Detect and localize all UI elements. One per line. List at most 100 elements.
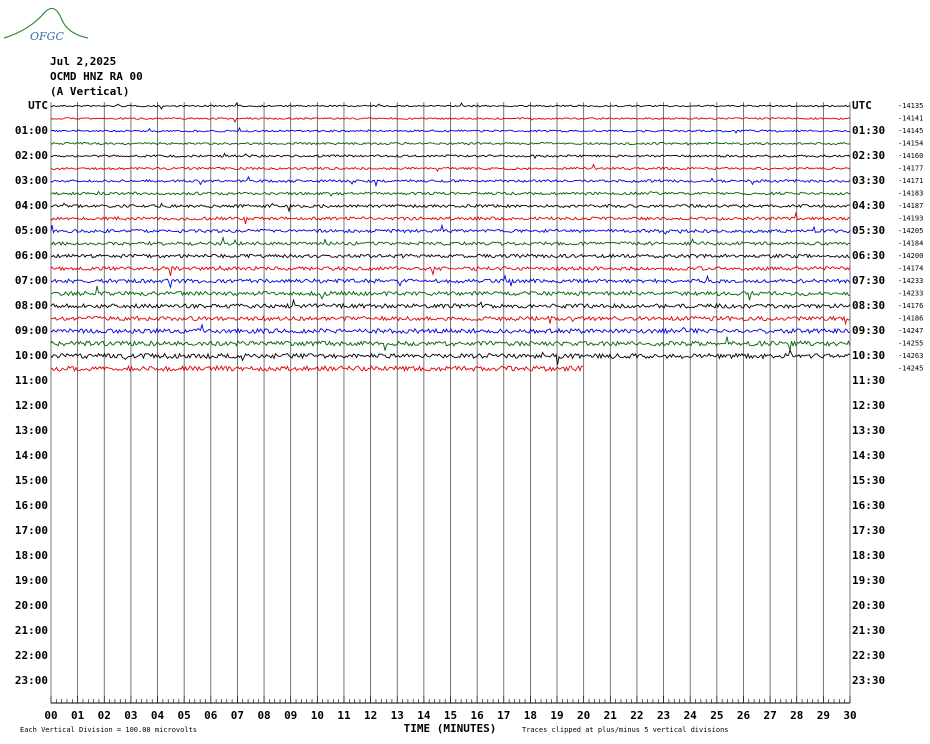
trace: [50, 253, 851, 259]
left-label: 13:00: [15, 424, 48, 437]
right-label: 02:30: [852, 149, 885, 162]
right-label: UTC: [852, 99, 872, 112]
right-label: 19:30: [852, 574, 885, 587]
left-label: 03:00: [15, 174, 48, 187]
left-label: 11:00: [15, 374, 48, 387]
x-tick-label: 11: [337, 709, 351, 722]
trace: [50, 223, 851, 235]
trace: [50, 190, 851, 197]
trace: [50, 175, 851, 188]
logo: OFGC: [30, 30, 64, 43]
x-tick-label: 29: [817, 709, 830, 722]
x-tick-label: 10: [311, 709, 324, 722]
component: (A Vertical): [50, 85, 129, 98]
right-label: 20:30: [852, 599, 885, 612]
left-label: 12:00: [15, 399, 48, 412]
offset-label: -14154: [898, 140, 923, 148]
right-label: 01:30: [852, 124, 885, 137]
x-tick-label: 02: [98, 709, 111, 722]
trace: [50, 336, 851, 351]
right-label: 14:30: [852, 449, 885, 462]
offset-label: -14184: [898, 240, 923, 248]
x-tick-label: 04: [151, 709, 165, 722]
offset-label: -14171: [898, 177, 923, 185]
offset-label: -14160: [898, 152, 923, 160]
trace: [50, 152, 851, 160]
footer-right: Traces clipped at plus/minus 5 vertical …: [522, 726, 729, 734]
right-label: 13:30: [852, 424, 885, 437]
right-label: 06:30: [852, 249, 885, 262]
trace: [50, 285, 851, 301]
x-tick-label: 07: [231, 709, 244, 722]
left-label: 10:00: [15, 349, 48, 362]
left-label: 15:00: [15, 474, 48, 487]
right-label: 23:30: [852, 674, 885, 687]
right-label: 11:30: [852, 374, 885, 387]
x-tick-label: 12: [364, 709, 377, 722]
right-label: 17:30: [852, 524, 885, 537]
right-label: 21:30: [852, 624, 885, 637]
x-tick-label: 00: [44, 709, 57, 722]
trace: [50, 265, 851, 277]
left-label: 22:00: [15, 649, 48, 662]
x-tick-label: 25: [710, 709, 723, 722]
x-tick-label: 14: [417, 709, 431, 722]
right-label: 22:30: [852, 649, 885, 662]
offset-label: -14187: [898, 202, 923, 210]
x-tick-label: 19: [550, 709, 563, 722]
x-axis-label: TIME (MINUTES): [404, 722, 497, 735]
right-label: 07:30: [852, 274, 885, 287]
left-label: 09:00: [15, 324, 48, 337]
offset-label: -14186: [898, 315, 923, 323]
trace: [50, 211, 851, 225]
trace: [50, 315, 851, 326]
offset-label: -14255: [898, 340, 923, 348]
right-label: 16:30: [852, 499, 885, 512]
x-tick-label: 05: [178, 709, 191, 722]
left-label: 23:00: [15, 674, 48, 687]
left-label: 08:00: [15, 299, 48, 312]
right-label: 08:30: [852, 299, 885, 312]
left-label: 04:00: [15, 199, 48, 212]
x-tick-label: 22: [630, 709, 643, 722]
right-label: 09:30: [852, 324, 885, 337]
left-label: 19:00: [15, 574, 48, 587]
offset-label: -14176: [898, 302, 923, 310]
x-tick-label: 06: [204, 709, 218, 722]
right-label: 04:30: [852, 199, 885, 212]
x-tick-label: 17: [497, 709, 510, 722]
offset-label: -14233: [898, 290, 923, 298]
left-label: 02:00: [15, 149, 48, 162]
left-label: 07:00: [15, 274, 48, 287]
x-tick-label: 15: [444, 709, 457, 722]
right-label: 10:30: [852, 349, 885, 362]
right-label: 15:30: [852, 474, 885, 487]
offset-label: -14193: [898, 215, 923, 223]
left-label: UTC: [28, 99, 48, 112]
offset-label: -14174: [898, 265, 923, 273]
offset-label: -14145: [898, 127, 923, 135]
offset-label: -14245: [898, 365, 923, 373]
x-tick-label: 08: [257, 709, 270, 722]
trace: [50, 202, 850, 213]
left-label: 20:00: [15, 599, 48, 612]
offset-label: -14183: [898, 190, 923, 198]
x-tick-label: 24: [684, 709, 698, 722]
left-label: 17:00: [15, 524, 48, 537]
x-tick-label: 21: [604, 709, 618, 722]
offset-label: -14135: [898, 102, 923, 110]
trace: [50, 102, 851, 110]
offset-label: -14263: [898, 352, 923, 360]
trace: [50, 364, 584, 373]
offset-label: -14233: [898, 277, 923, 285]
x-tick-label: 20: [577, 709, 590, 722]
left-label: 05:00: [15, 224, 48, 237]
station: OCMD HNZ RA 00: [50, 70, 143, 83]
date: Jul 2,2025: [50, 55, 116, 68]
right-label: 18:30: [852, 549, 885, 562]
offset-label: -14247: [898, 327, 923, 335]
right-label: 05:30: [852, 224, 885, 237]
x-tick-label: 09: [284, 709, 297, 722]
left-label: 21:00: [15, 624, 48, 637]
